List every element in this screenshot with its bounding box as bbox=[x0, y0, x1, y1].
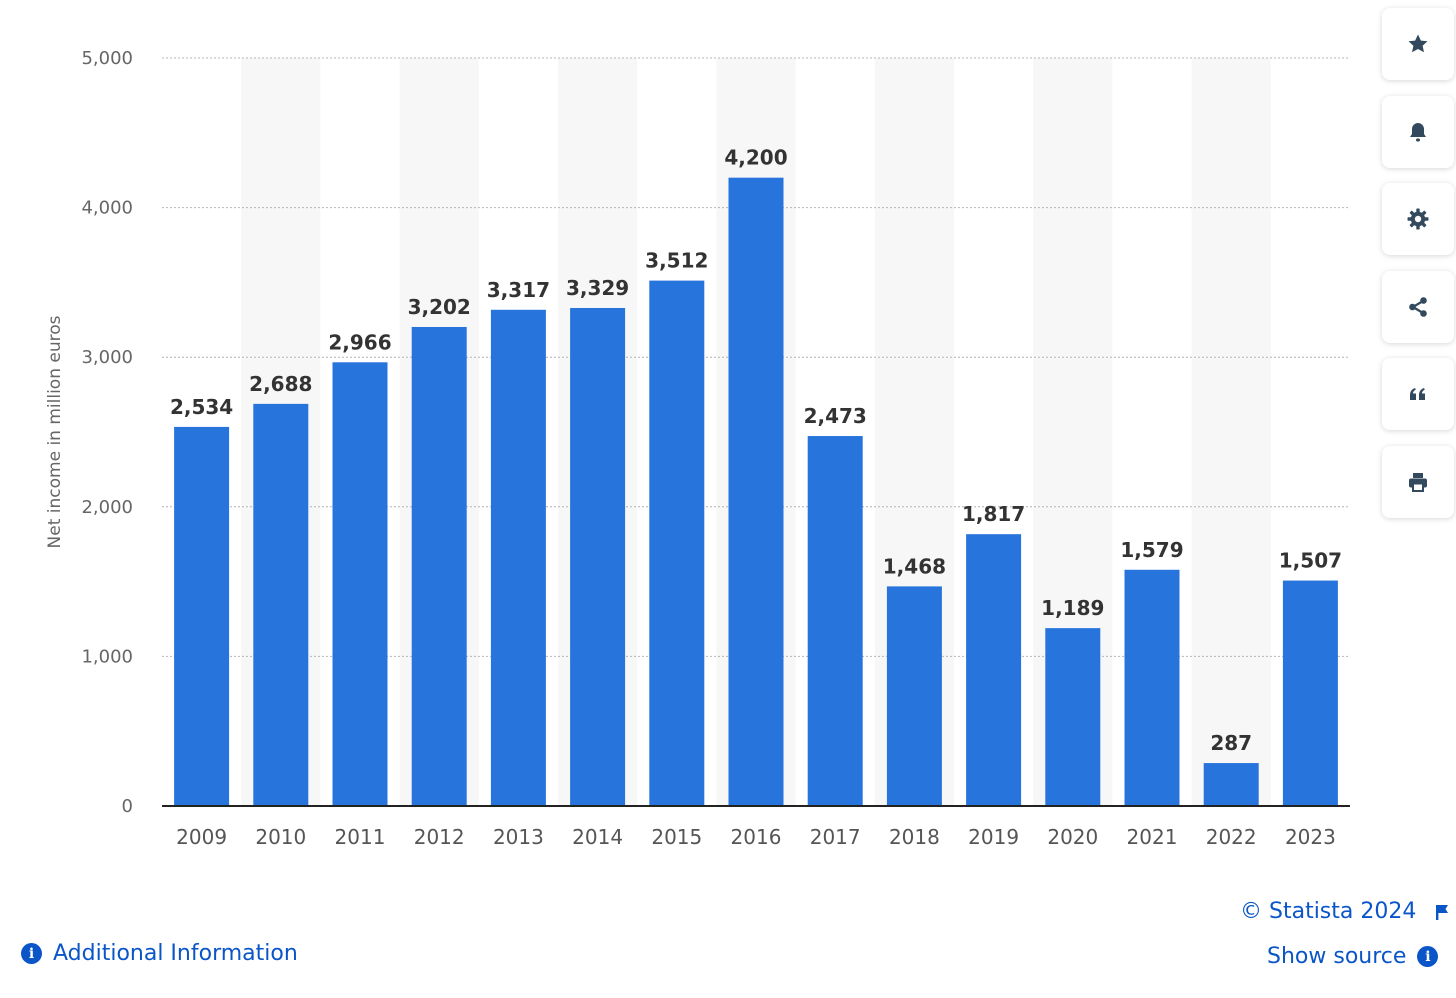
bar-2017[interactable] bbox=[807, 436, 863, 806]
x-tick-label: 2020 bbox=[1047, 825, 1098, 849]
x-tick-label: 2013 bbox=[493, 825, 544, 849]
bar-2009[interactable] bbox=[174, 426, 230, 806]
x-tick-label: 2023 bbox=[1285, 825, 1336, 849]
copyright-text: © Statista 2024 bbox=[1240, 899, 1417, 924]
share-button[interactable] bbox=[1382, 270, 1454, 343]
bar-chart: 0 1,000 2,000 3,000 4,000 5,000 2,534 2,688 2,9… bbox=[45, 48, 1350, 849]
y-tick-label: 2,000 bbox=[81, 497, 133, 518]
x-tick-label: 2019 bbox=[968, 825, 1019, 849]
x-axis-ticks: 2009 2010 2011 2012 2013 2014 2015 2016 2017 2018… bbox=[176, 825, 1336, 849]
data-label: 3,317 bbox=[487, 278, 550, 302]
y-axis-label: Net income in million euros bbox=[45, 315, 65, 548]
x-tick-label: 2015 bbox=[651, 825, 702, 849]
bar-2022[interactable] bbox=[1203, 763, 1259, 806]
data-label: 1,189 bbox=[1041, 596, 1104, 620]
bar-2014[interactable] bbox=[570, 307, 626, 806]
x-tick-label: 2010 bbox=[255, 825, 306, 849]
notification-button[interactable] bbox=[1382, 95, 1454, 168]
bar-2021[interactable] bbox=[1124, 569, 1180, 806]
bars bbox=[174, 177, 1338, 806]
bar-2023[interactable] bbox=[1282, 580, 1338, 806]
bar-2012[interactable] bbox=[411, 326, 467, 806]
bar-2018[interactable] bbox=[886, 586, 942, 806]
show-source-text: Show source bbox=[1267, 944, 1407, 969]
info-icon: i bbox=[21, 943, 42, 964]
quote-icon bbox=[1410, 388, 1425, 400]
bar-2013[interactable] bbox=[490, 309, 546, 806]
favorite-button[interactable] bbox=[1382, 8, 1454, 80]
x-tick-label: 2018 bbox=[889, 825, 940, 849]
x-tick-label: 2022 bbox=[1206, 825, 1257, 849]
x-tick-label: 2012 bbox=[414, 825, 465, 849]
additional-information-text: Additional Information bbox=[53, 941, 298, 966]
toolbar bbox=[1382, 8, 1456, 533]
data-label: 2,473 bbox=[804, 404, 867, 428]
print-button[interactable] bbox=[1382, 445, 1454, 518]
gear-icon bbox=[1407, 208, 1429, 230]
x-tick-label: 2016 bbox=[731, 825, 782, 849]
x-tick-label: 2011 bbox=[335, 825, 386, 849]
y-tick-label: 4,000 bbox=[81, 198, 133, 219]
y-axis-ticks: 0 1,000 2,000 3,000 4,000 5,000 bbox=[81, 48, 133, 817]
data-label: 1,468 bbox=[883, 554, 946, 578]
bar-2011[interactable] bbox=[332, 362, 388, 806]
y-tick-label: 0 bbox=[122, 796, 133, 817]
additional-information-link[interactable]: i Additional Information bbox=[21, 941, 298, 966]
data-label: 1,507 bbox=[1279, 549, 1342, 573]
bar-2015[interactable] bbox=[649, 280, 705, 806]
copyright-link[interactable]: © Statista 2024 bbox=[1240, 899, 1450, 924]
y-tick-label: 1,000 bbox=[81, 646, 133, 667]
data-label: 1,579 bbox=[1120, 538, 1183, 562]
data-label: 287 bbox=[1210, 731, 1252, 755]
show-source-link[interactable]: Show source i bbox=[1267, 944, 1439, 969]
data-label: 4,200 bbox=[724, 146, 787, 170]
x-tick-label: 2017 bbox=[810, 825, 861, 849]
data-labels: 2,534 2,688 2,966 3,202 3,317 3,329 3,512 4,200… bbox=[170, 146, 1342, 755]
bar-2019[interactable] bbox=[966, 534, 1022, 806]
x-tick-label: 2021 bbox=[1127, 825, 1178, 849]
data-label: 1,817 bbox=[962, 502, 1025, 526]
data-label: 2,966 bbox=[328, 330, 391, 354]
data-label: 3,202 bbox=[408, 295, 471, 319]
print-icon bbox=[1409, 472, 1427, 492]
bar-2016[interactable] bbox=[728, 177, 784, 806]
bell-icon bbox=[1410, 122, 1426, 141]
y-tick-label: 5,000 bbox=[81, 48, 133, 69]
y-tick-label: 3,000 bbox=[81, 347, 133, 368]
data-label: 2,534 bbox=[170, 395, 233, 419]
star-icon bbox=[1408, 34, 1428, 53]
column-band bbox=[1191, 58, 1271, 806]
bar-2010[interactable] bbox=[253, 403, 309, 806]
settings-button[interactable] bbox=[1382, 183, 1454, 255]
data-label: 2,688 bbox=[249, 372, 312, 396]
share-icon bbox=[1409, 296, 1427, 317]
bar-2020[interactable] bbox=[1045, 628, 1101, 806]
x-tick-label: 2014 bbox=[572, 825, 623, 849]
x-tick-label: 2009 bbox=[176, 825, 227, 849]
data-label: 3,512 bbox=[645, 249, 708, 273]
data-label: 3,329 bbox=[566, 276, 629, 300]
flag-icon[interactable] bbox=[1434, 903, 1450, 921]
cite-button[interactable] bbox=[1382, 358, 1454, 430]
info-icon: i bbox=[1417, 946, 1439, 967]
